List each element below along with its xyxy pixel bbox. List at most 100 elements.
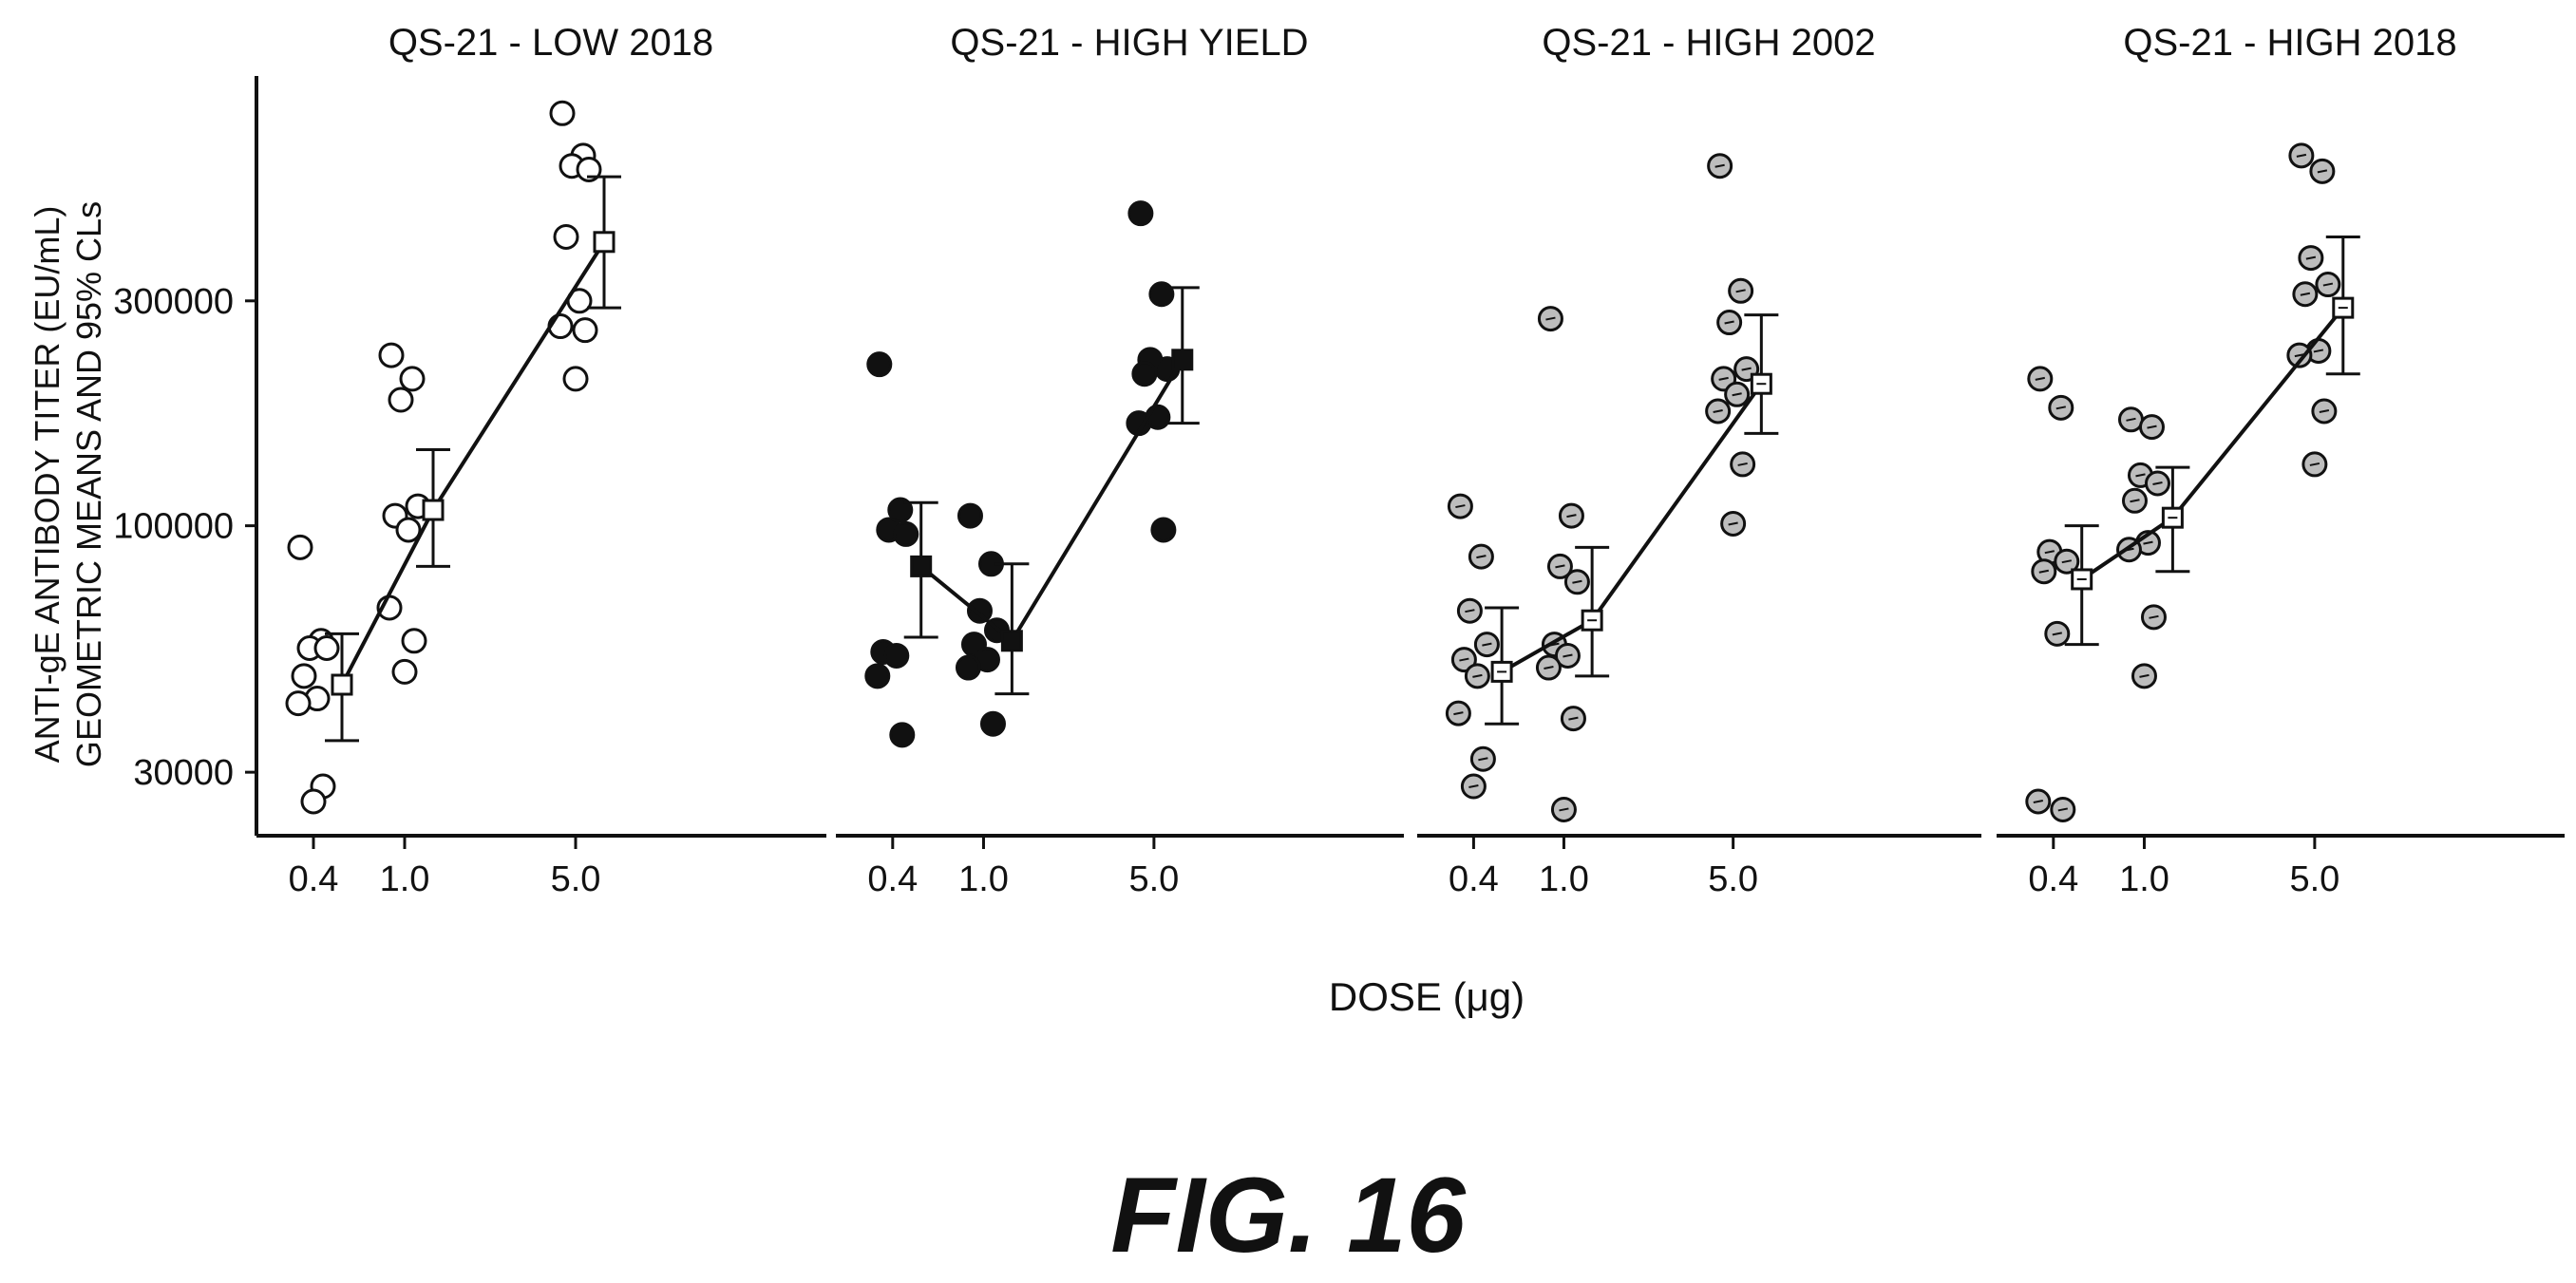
data-point [553,223,579,250]
data-point-hatch [1476,555,1487,559]
panel: QS-21 - HIGH YIELD 0.4 1.0 5.0 [836,22,1404,899]
data-point [300,788,327,815]
panel-title: QS-21 - HIGH YIELD [950,22,1308,64]
x-tick-label: 0.4 [289,859,339,899]
data-point-hatch [2139,673,2150,678]
data-point [1150,517,1177,543]
geometric-mean-marker [1000,630,1023,652]
geometric-mean-line [340,240,606,686]
data-point-hatch [2035,376,2045,381]
y-axis-title: ANTI-gE ANTIBODY TITER (EU/mL) GEOMETRIC… [28,201,108,767]
data-point [889,722,916,748]
x-tick-label: 0.4 [1449,859,1499,899]
data-point [1127,200,1154,227]
data-point-hatch [1555,564,1565,569]
data-point-hatch [1566,514,1577,519]
x-tick-label: 0.4 [867,859,918,899]
data-point [979,710,1006,737]
data-point-hatch [2147,425,2157,429]
data-point-hatch [1718,376,1729,381]
data-point-hatch [2143,540,2153,545]
y-axis-title-line2: GEOMETRIC MEANS AND 95% CLs [69,201,108,767]
data-point-hatch [2322,282,2334,287]
data-point-hatch [1544,666,1554,670]
data-point-hatch [1472,673,1483,678]
data-point-hatch [2319,409,2330,413]
data-point-hatch [1737,462,1748,466]
data-point-hatch [1741,367,1752,371]
y-tick-label: 30000 [133,753,234,793]
data-point-hatch [1563,653,1573,658]
data-point [399,366,426,392]
y-axis-title-line1: ANTI-gE ANTIBODY TITER (EU/mL) [28,206,66,764]
geometric-mean-marker [331,673,353,696]
x-tick-label: 1.0 [380,859,430,899]
data-point-hatch [1455,504,1466,509]
data-point-hatch [2130,499,2140,503]
data-point-hatch [2135,473,2146,478]
data-point [391,658,418,685]
data-point-hatch [2038,569,2049,574]
panel-title: QS-21 - HIGH 2018 [2123,22,2456,64]
data-point [562,366,589,392]
panel: QS-21 - HIGH 2002 0.4 1.0 5.0 [1417,22,1981,899]
data-point-hatch [1482,642,1492,647]
data-point-hatch [1728,521,1738,526]
geometric-mean-marker [422,499,445,521]
data-point-hatch [1478,757,1488,762]
data-point-hatch [2317,169,2328,174]
data-point [291,663,317,689]
data-point-hatch [2149,614,2159,619]
data-point-hatch [2044,550,2055,555]
x-tick-label: 1.0 [2119,859,2169,899]
data-point-hatch [1459,657,1469,662]
data-point [313,634,340,661]
data-point-hatch [2152,481,2163,485]
data-point-hatch [1453,711,1464,716]
x-tick-label: 0.4 [2028,859,2078,899]
data-point-hatch [2300,292,2311,296]
data-point-hatch [2052,632,2062,636]
geometric-mean-marker [1171,349,1194,371]
data-point [401,628,427,654]
y-tick-label: 100000 [113,507,234,547]
data-point-hatch [1545,316,1556,321]
data-point [572,317,598,344]
data-point-hatch [2055,406,2066,410]
geometric-mean-marker [910,555,933,577]
data-point-hatch [1713,409,1723,413]
data-point-hatch [1465,609,1475,613]
data-point-hatch [1732,392,1742,397]
data-point [893,520,919,547]
x-axis-title: DOSE (μg) [1329,974,1525,1019]
data-point [287,534,313,560]
x-tick-label: 5.0 [1708,859,1758,899]
data-point-hatch [1572,579,1582,584]
data-point [395,517,422,543]
x-tick-label: 5.0 [2289,859,2339,899]
panel: QS-21 - LOW 2018 0.4 1.0 5.0 [256,22,826,899]
y-axis: 30000 100000 300000 [113,76,258,836]
data-point [576,156,602,182]
data-point [285,690,312,717]
data-point-hatch [1568,716,1579,721]
data-point-hatch [2309,462,2320,466]
y-tick-label: 300000 [113,282,234,322]
data-point-hatch [1735,289,1746,293]
data-point-hatch [2061,559,2072,564]
data-point [864,663,891,689]
data-point [1148,281,1175,308]
data-point-hatch [2305,255,2317,260]
data-point [1131,361,1158,387]
data-point-hatch [2313,349,2324,353]
data-point-hatch [2033,800,2043,803]
data-point [966,597,993,624]
panel-title: QS-21 - HIGH 2002 [1542,22,1875,64]
data-point [957,502,983,529]
panel: QS-21 - HIGH 2018 0.4 1.0 5.0 [1997,22,2565,899]
data-point-hatch [1724,320,1734,325]
data-point-hatch [1468,784,1479,788]
x-tick-label: 1.0 [958,859,1009,899]
